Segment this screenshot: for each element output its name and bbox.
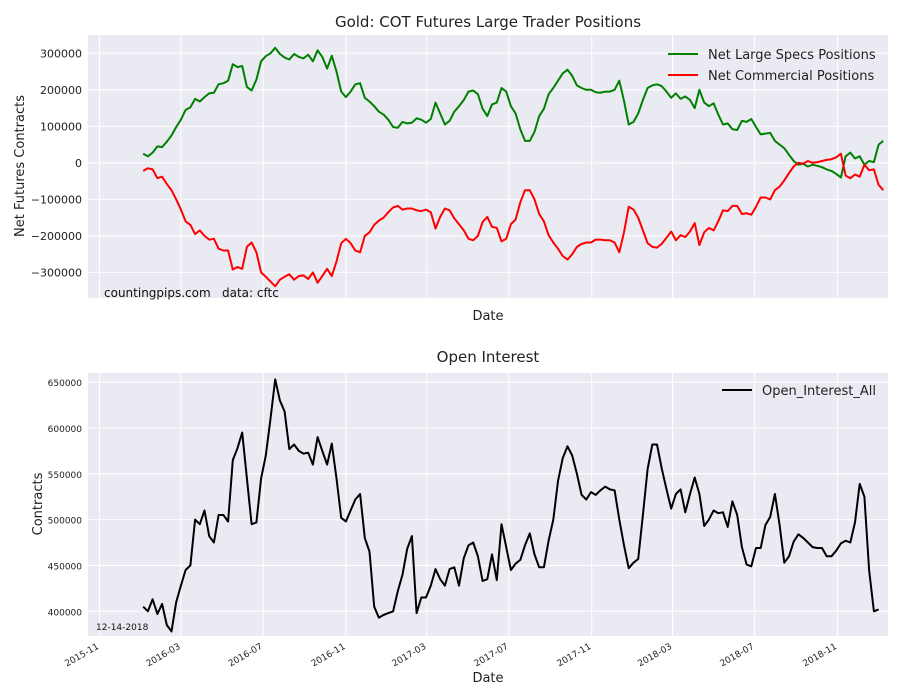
y-tick-label: 200000 — [40, 84, 82, 97]
y-tick-label: 400000 — [48, 608, 83, 618]
x-tick-label: 2016-03 — [145, 642, 183, 669]
x-tick-label: 2015-11 — [63, 642, 101, 669]
bottom-x-axis-label: Date — [472, 671, 503, 686]
y-tick-label: 500000 — [48, 517, 83, 527]
top-legend: Net Large Specs Positions Net Commercial… — [668, 48, 876, 84]
x-tick-label: 2016-11 — [310, 642, 348, 669]
source-credit: countingpips.com — [104, 286, 211, 300]
top-y-ticks: −300000 −200000 −100000 0 100000 200000 300000 — [31, 47, 82, 279]
x-tick-label: 2017-07 — [473, 642, 511, 669]
legend-label-commercials: Net Commercial Positions — [708, 69, 874, 84]
legend-label-specs: Net Large Specs Positions — [708, 48, 876, 63]
series-line-net-commercial-positions — [142, 152, 885, 288]
x-tick-label: 2018-07 — [719, 642, 757, 669]
y-tick-label: −200000 — [31, 230, 82, 243]
chart-top: −300000 −200000 −100000 0 100000 200000 300000… — [13, 13, 888, 324]
report-date-note: 12-14-2018 — [96, 623, 149, 633]
top-gridlines — [88, 35, 888, 298]
x-tick-label: 2017-11 — [556, 642, 594, 669]
top-chart-title: Gold: COT Futures Large Trader Positions — [335, 13, 641, 31]
y-tick-label: 100000 — [40, 120, 82, 133]
y-tick-label: −100000 — [31, 193, 82, 206]
y-tick-label: 650000 — [48, 379, 83, 389]
series-line-open-interest-all — [142, 378, 879, 633]
bottom-plot-background — [88, 373, 888, 636]
y-tick-label: 550000 — [48, 471, 83, 481]
x-tick-label: 2017-03 — [391, 642, 429, 669]
x-tick-label: 2018-11 — [801, 642, 839, 669]
y-tick-label: 450000 — [48, 562, 83, 572]
y-tick-label: 600000 — [48, 425, 83, 435]
top-y-axis-label: Net Futures Contracts — [13, 95, 28, 237]
top-x-axis-label: Date — [472, 309, 503, 324]
x-tick-label: 2016-07 — [227, 642, 265, 669]
data-source-note: data: cftc — [222, 286, 279, 300]
series-line-net-large-specs-positions — [142, 46, 884, 179]
bottom-series-lines — [142, 378, 879, 633]
y-tick-label: 0 — [75, 157, 82, 170]
y-tick-label: 300000 — [40, 47, 82, 60]
bottom-legend: Open_Interest_All — [722, 384, 876, 399]
x-tick-label: 2018-03 — [636, 642, 674, 669]
y-tick-label: −300000 — [31, 266, 82, 279]
bottom-y-ticks: 400000 450000 500000 550000 600000 650000 — [48, 379, 83, 618]
chart-bottom: 400000 450000 500000 550000 600000 650000 201… — [31, 348, 888, 686]
top-series-lines — [142, 46, 885, 288]
bottom-x-ticks: 2015-11 2016-03 2016-07 2016-11 2017-03 2017-… — [63, 642, 839, 669]
bottom-chart-title: Open Interest — [437, 348, 540, 366]
legend-label-open-interest: Open_Interest_All — [762, 384, 876, 399]
bottom-y-axis-label: Contracts — [31, 472, 46, 535]
